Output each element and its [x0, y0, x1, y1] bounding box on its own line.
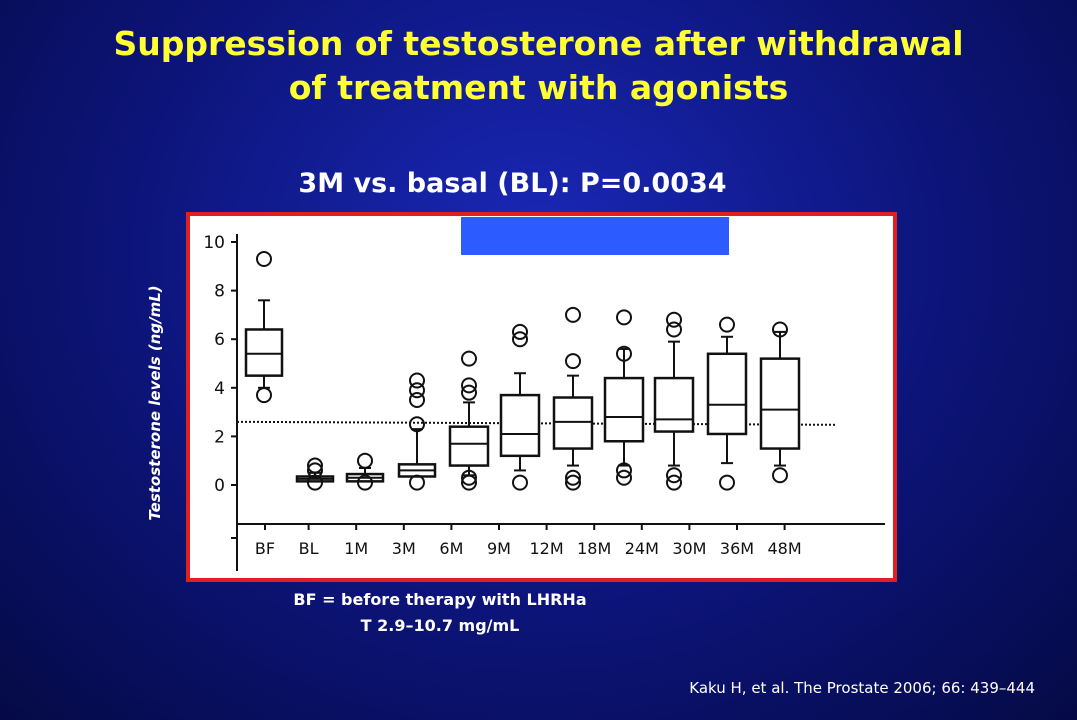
outlier-point [565, 306, 581, 323]
citation: Kaku H, et al. The Prostate 2006; 66: 43… [689, 679, 1035, 697]
x-tick-label: 24M [625, 539, 659, 558]
outlier-point [256, 387, 272, 404]
chart-frame: 0 2 4 6 8 10 BF BL 1M 3M 6M 9M 12M 18M 24M 30M 36M 48M [186, 212, 897, 582]
y-tick-label: 6 [214, 330, 225, 350]
x-tick-label: 6M [439, 539, 463, 558]
box-6M [448, 425, 490, 467]
outlier-point [307, 462, 323, 479]
outlier-point [461, 377, 477, 394]
x-tick-label: 30M [672, 539, 706, 558]
outlier-point [719, 316, 735, 333]
boxplot-chart: 0 2 4 6 8 10 BF BL 1M 3M 6M 9M 12M 18M 24M 30M 36M 48M [203, 233, 885, 571]
x-tick-label: 3M [392, 539, 416, 558]
footnote-bf: BF = before therapy with LHRHa [293, 590, 587, 609]
y-tick-label: 2 [214, 427, 225, 447]
outlier-point [409, 372, 425, 389]
outlier-point [719, 474, 735, 491]
box-18M [603, 376, 645, 443]
box-30M [706, 352, 748, 436]
outlier-point [409, 416, 425, 433]
outlier-point [666, 467, 682, 484]
outlier-point [307, 474, 323, 491]
footnote-range: T 2.9–10.7 mg/mL [360, 616, 520, 635]
title-line-1: Suppression of testosterone after withdr… [113, 24, 964, 63]
outlier-point [512, 323, 528, 340]
outlier-point [357, 452, 373, 469]
x-tick-label: 1M [344, 539, 368, 558]
y-tick-label: 4 [214, 379, 225, 399]
box-BF [244, 328, 284, 377]
y-tick-label: 0 [214, 476, 225, 496]
outlier-point [461, 474, 477, 491]
outlier-point [616, 469, 632, 486]
outlier-point [461, 350, 477, 367]
outlier-point [357, 474, 373, 491]
outlier-point [307, 457, 323, 474]
y-tick-label: 8 [214, 282, 225, 302]
slide-title: Suppression of testosterone after withdr… [0, 22, 1077, 110]
y-axis-label: Testosterone levels (ng/mL) [146, 285, 164, 521]
outlier-point [666, 311, 682, 328]
y-tick-label: 10 [203, 233, 225, 253]
outlier-point [256, 251, 272, 268]
outlier-point [461, 384, 477, 401]
x-tick-label: BF [255, 539, 275, 558]
outlier-point [565, 469, 581, 486]
x-tick-label: 12M [530, 539, 564, 558]
x-tick-label: 36M [720, 539, 754, 558]
outlier-point [616, 309, 632, 326]
box-24M [653, 376, 695, 433]
title-line-2: of treatment with agonists [288, 68, 789, 107]
p-value-subtitle: 3M vs. basal (BL): P=0.0034 [298, 168, 727, 199]
box-9M [499, 393, 541, 458]
highlight-box [461, 217, 729, 255]
outlier-point [565, 474, 581, 491]
x-tick-label: 18M [577, 539, 611, 558]
x-tick-label: BL [299, 539, 319, 558]
outlier-point [461, 469, 477, 486]
outlier-point [616, 345, 632, 362]
box-12M [552, 396, 594, 450]
outlier-point [409, 391, 425, 408]
outlier-point [666, 474, 682, 491]
outlier-point [565, 353, 581, 370]
outlier-point [616, 462, 632, 479]
x-tick-label: 9M [487, 539, 511, 558]
outlier-point [772, 321, 788, 338]
outlier-point [512, 474, 528, 491]
outlier-point [409, 382, 425, 399]
outlier-point [409, 474, 425, 491]
box-36M [759, 357, 801, 450]
x-tick-label: 48M [768, 539, 802, 558]
outlier-point [666, 321, 682, 338]
outlier-point [772, 467, 788, 484]
outlier-point [512, 331, 528, 348]
